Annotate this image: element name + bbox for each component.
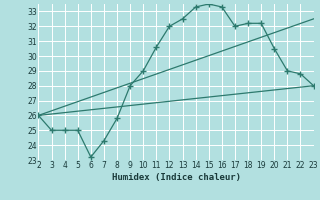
X-axis label: Humidex (Indice chaleur): Humidex (Indice chaleur) bbox=[111, 173, 241, 182]
